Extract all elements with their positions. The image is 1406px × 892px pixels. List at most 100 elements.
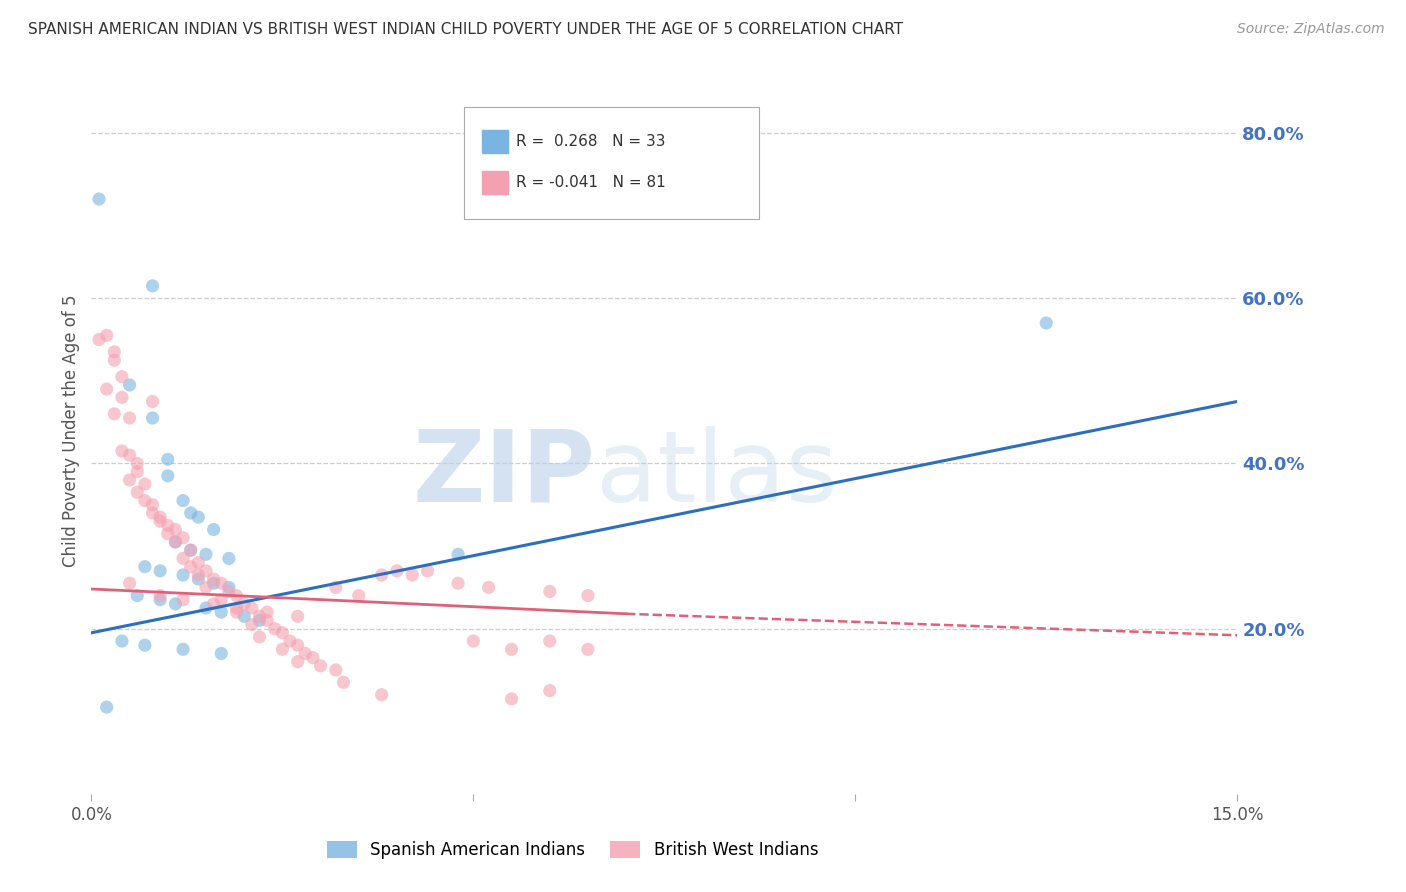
Point	[187, 572, 209, 586]
Point	[180, 559, 202, 574]
Point	[576, 589, 599, 603]
Point	[209, 592, 232, 607]
Point	[96, 700, 118, 714]
Point	[294, 647, 316, 661]
Point	[165, 597, 187, 611]
Point	[134, 559, 156, 574]
Text: ZIP: ZIP	[413, 425, 596, 523]
Point	[111, 369, 134, 384]
Point	[118, 576, 141, 591]
Point	[576, 642, 599, 657]
Point	[202, 523, 225, 537]
Point	[149, 592, 172, 607]
Point	[263, 622, 285, 636]
Point	[249, 630, 271, 644]
Point	[127, 465, 149, 479]
Point	[141, 394, 163, 409]
Text: R = -0.041   N = 81: R = -0.041 N = 81	[516, 176, 666, 190]
Point	[478, 580, 501, 594]
Point	[134, 638, 156, 652]
Point	[156, 452, 179, 467]
Point	[165, 535, 187, 549]
Point	[218, 551, 240, 566]
Point	[287, 609, 309, 624]
Point	[103, 407, 125, 421]
Point	[202, 576, 225, 591]
Text: SPANISH AMERICAN INDIAN VS BRITISH WEST INDIAN CHILD POVERTY UNDER THE AGE OF 5 : SPANISH AMERICAN INDIAN VS BRITISH WEST …	[28, 22, 903, 37]
Point	[287, 638, 309, 652]
Point	[156, 526, 179, 541]
Point	[401, 568, 423, 582]
Point	[256, 605, 278, 619]
Point	[187, 510, 209, 524]
Point	[416, 564, 439, 578]
Text: R =  0.268   N = 33: R = 0.268 N = 33	[516, 135, 665, 149]
Point	[1035, 316, 1057, 330]
Point	[538, 634, 561, 648]
Point	[347, 589, 370, 603]
Point	[141, 278, 163, 293]
Point	[218, 584, 240, 599]
Point	[172, 531, 194, 545]
Point	[225, 605, 247, 619]
Point	[172, 592, 194, 607]
Point	[134, 493, 156, 508]
Point	[118, 378, 141, 392]
Point	[209, 647, 232, 661]
Point	[111, 634, 134, 648]
Point	[127, 589, 149, 603]
Point	[271, 625, 294, 640]
Point	[96, 382, 118, 396]
Point	[194, 601, 217, 615]
Point	[180, 506, 202, 520]
Point	[209, 576, 232, 591]
Point	[96, 328, 118, 343]
Point	[302, 650, 325, 665]
Point	[370, 688, 392, 702]
Point	[103, 345, 125, 359]
Point	[111, 444, 134, 458]
Point	[332, 675, 354, 690]
Point	[87, 333, 110, 347]
Point	[202, 597, 225, 611]
Point	[180, 543, 202, 558]
Point	[370, 568, 392, 582]
Point	[156, 468, 179, 483]
Point	[447, 547, 470, 561]
Point	[127, 457, 149, 471]
Point	[149, 514, 172, 528]
Point	[141, 506, 163, 520]
Point	[111, 390, 134, 404]
Point	[218, 580, 240, 594]
Text: Source: ZipAtlas.com: Source: ZipAtlas.com	[1237, 22, 1385, 37]
Point	[118, 448, 141, 462]
Point	[385, 564, 408, 578]
Point	[165, 523, 187, 537]
Point	[180, 543, 202, 558]
Point	[271, 642, 294, 657]
Point	[156, 518, 179, 533]
Point	[225, 589, 247, 603]
Point	[538, 683, 561, 698]
Point	[202, 572, 225, 586]
Point	[103, 353, 125, 368]
Point	[172, 568, 194, 582]
Point	[501, 691, 523, 706]
Point	[538, 584, 561, 599]
Point	[149, 589, 172, 603]
Point	[134, 477, 156, 491]
Point	[127, 485, 149, 500]
Point	[149, 510, 172, 524]
Point	[187, 556, 209, 570]
Point	[278, 634, 301, 648]
Point	[194, 547, 217, 561]
Point	[325, 580, 347, 594]
Point	[325, 663, 347, 677]
Point	[249, 609, 271, 624]
Point	[447, 576, 470, 591]
Point	[463, 634, 485, 648]
Point	[172, 493, 194, 508]
Point	[256, 614, 278, 628]
Point	[249, 614, 271, 628]
Point	[233, 609, 256, 624]
